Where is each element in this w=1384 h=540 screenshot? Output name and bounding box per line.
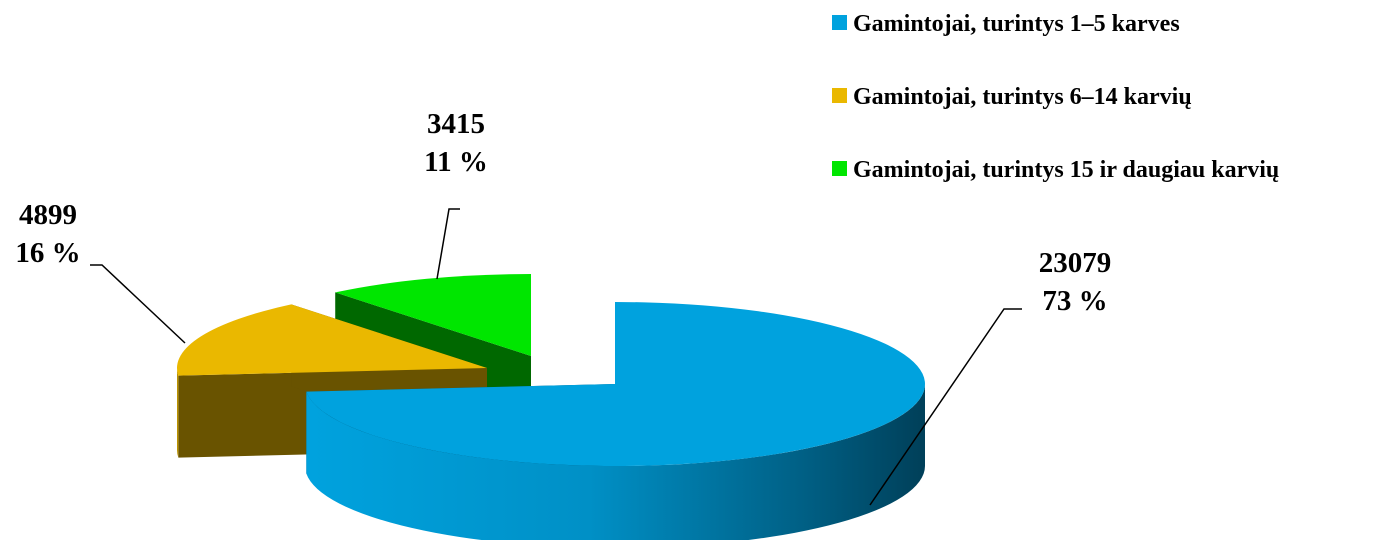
legend-label-0: Gamintojai, turintys 1–5 karves bbox=[853, 11, 1180, 37]
data-label-green: 3415 11 % bbox=[424, 108, 488, 178]
data-label-percent-1: 16 % bbox=[15, 237, 80, 269]
slice-0-rim bbox=[306, 384, 925, 540]
legend-label-2: Gamintojai, turintys 15 ir daugiau karvi… bbox=[853, 157, 1279, 183]
slice-0-top bbox=[306, 302, 925, 466]
legend-entry-2: Gamintojai, turintys 15 ir daugiau karvi… bbox=[832, 157, 1279, 183]
leader-line-0 bbox=[869, 308, 1022, 506]
data-label-value-1: 4899 bbox=[19, 199, 77, 231]
leader-lines bbox=[90, 208, 1022, 506]
legend-label-1: Gamintojai, turintys 6–14 karvių bbox=[853, 84, 1192, 110]
data-label-yellow: 4899 16 % bbox=[15, 199, 80, 269]
legend-swatch-1 bbox=[832, 88, 847, 103]
legend-swatch-0 bbox=[832, 15, 847, 30]
slice-0 bbox=[306, 302, 925, 540]
legend-swatch-2 bbox=[832, 161, 847, 176]
data-label-percent-0: 73 % bbox=[1042, 285, 1107, 317]
legend: Gamintojai, turintys 1–5 karves Gamintoj… bbox=[832, 11, 1279, 183]
leader-line-2 bbox=[436, 208, 460, 280]
legend-entry-1: Gamintojai, turintys 6–14 karvių bbox=[832, 84, 1192, 110]
data-label-value-2: 3415 bbox=[427, 108, 485, 140]
data-label-percent-2: 11 % bbox=[424, 146, 488, 178]
slice-1-rim bbox=[177, 368, 179, 458]
pie-slices bbox=[177, 274, 925, 540]
leader-line-1 bbox=[90, 264, 186, 344]
data-label-value-0: 23079 bbox=[1039, 247, 1112, 279]
data-label-blue: 23079 73 % bbox=[1039, 247, 1112, 317]
slice-2-top bbox=[335, 274, 531, 356]
slice-1-top bbox=[177, 304, 488, 376]
legend-entry-0: Gamintojai, turintys 1–5 karves bbox=[832, 11, 1180, 37]
